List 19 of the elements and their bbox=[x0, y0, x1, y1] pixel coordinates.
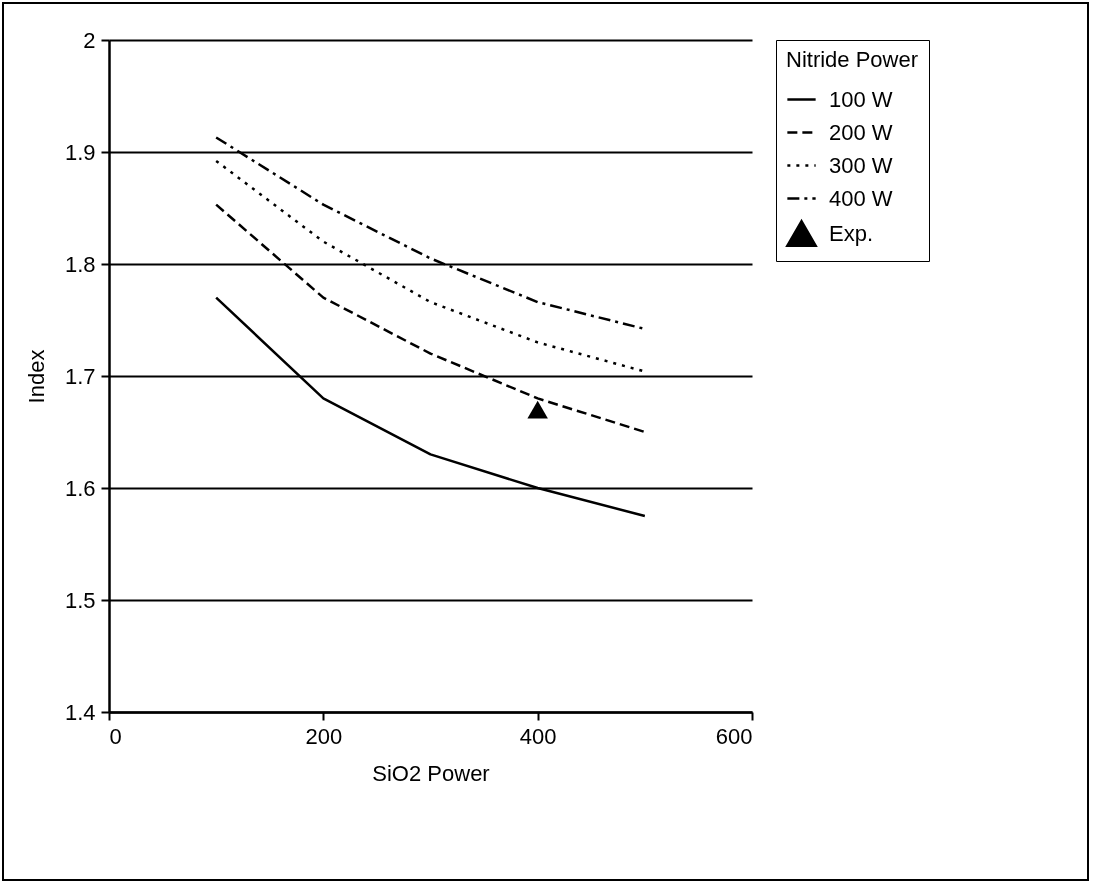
y-tick-label: 1.7 bbox=[64, 363, 96, 389]
x-tick-label: 400 bbox=[519, 723, 557, 749]
legend-label: 400 W bbox=[829, 185, 893, 211]
legend-label: 200 W bbox=[829, 119, 893, 145]
x-tick-label: 200 bbox=[305, 723, 343, 749]
y-tick-label: 1.9 bbox=[64, 139, 96, 165]
x-tick-label: 0 bbox=[109, 723, 122, 749]
legend-label: Exp. bbox=[829, 220, 874, 246]
legend-title: Nitride Power bbox=[786, 47, 919, 72]
x-axis-title: SiO2 Power bbox=[372, 760, 490, 786]
legend-label: 300 W bbox=[829, 152, 893, 178]
y-tick-label: 1.6 bbox=[64, 475, 96, 501]
y-tick-label: 1.4 bbox=[64, 699, 96, 725]
legend-label: 100 W bbox=[829, 86, 893, 112]
y-tick-label: 1.8 bbox=[64, 251, 96, 277]
y-axis-title: Index bbox=[23, 349, 49, 404]
x-tick-label: 600 bbox=[715, 723, 753, 749]
y-tick-label: 2 bbox=[83, 27, 96, 53]
y-tick-label: 1.5 bbox=[64, 587, 96, 613]
